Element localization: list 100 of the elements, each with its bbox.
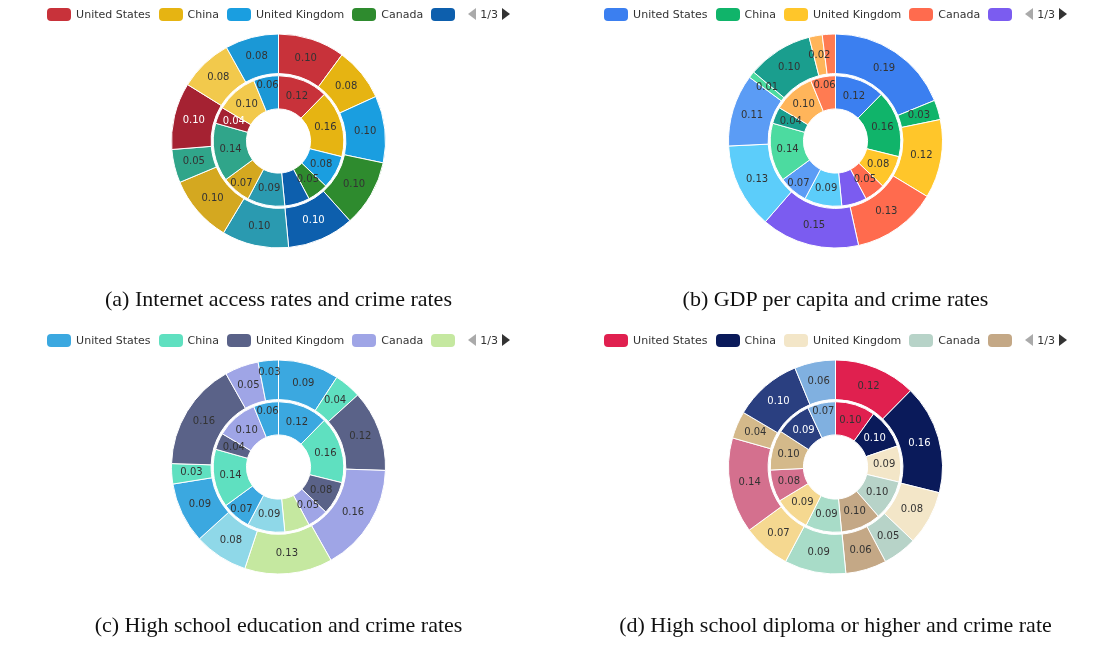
data-label: 0.10	[235, 97, 258, 109]
data-label: 0.05	[876, 530, 900, 542]
text: 1/3	[480, 333, 498, 347]
data-label: 0.12	[842, 89, 866, 101]
legend-label: China	[744, 333, 777, 347]
legend-label: China	[744, 7, 777, 21]
data-label: 0.12	[857, 379, 880, 391]
data-label: 0.13	[745, 172, 769, 184]
data-label: 0.09	[188, 498, 212, 510]
data-label: 0.10	[248, 219, 271, 231]
data-label: 0.08	[245, 50, 268, 62]
data-label: 0.10	[201, 191, 224, 203]
data-label: 0.09	[257, 182, 281, 194]
text: (c) High school education and crime rates	[93, 612, 464, 638]
text: (b) GDP per capita and crime rates	[681, 286, 990, 312]
data-label: 0.08	[310, 484, 333, 496]
data-label: 0.10	[778, 60, 801, 72]
legend-label: Canada	[381, 7, 424, 21]
text: 1/3	[1037, 7, 1055, 21]
data-label: 0.09	[815, 508, 838, 520]
data-label: 0.14	[776, 143, 799, 155]
data-label: 0.09	[257, 508, 281, 520]
data-label: 0.16	[192, 415, 216, 427]
data-label: 0.12	[285, 415, 309, 427]
legend-label: United Kingdom	[256, 333, 345, 347]
data-label: 0.06	[807, 375, 830, 387]
legend-label: China	[187, 7, 220, 21]
data-label: 0.06	[256, 78, 279, 90]
data-label: 0.10	[839, 414, 862, 426]
data-label: 0.14	[738, 476, 761, 488]
data-label: 0.06	[849, 544, 872, 556]
legend-label: United Kingdom	[256, 7, 345, 21]
data-label: 0.04	[222, 441, 245, 453]
data-label: 0.10	[792, 97, 815, 109]
data-label: 0.10	[302, 214, 325, 226]
data-label: 0.04	[323, 394, 347, 406]
data-label: 0.10	[767, 394, 790, 406]
data-label: 0.04	[222, 115, 245, 127]
data-label: 0.11	[740, 109, 764, 121]
data-label: 0.09	[292, 376, 315, 388]
data-label: 0.09	[792, 423, 815, 435]
legend-label: Canada	[381, 333, 424, 347]
data-label: 0.13	[275, 547, 299, 559]
data-label: 0.16	[871, 121, 894, 133]
data-label: 0.07	[787, 177, 810, 189]
data-label: 0.10	[777, 447, 800, 459]
data-label: 0.13	[875, 205, 898, 217]
data-label: 0.07	[767, 526, 790, 538]
data-label: 0.07	[812, 405, 835, 417]
data-label: 0.04	[744, 426, 767, 438]
legend-label: United States	[76, 333, 151, 347]
data-label: 0.19	[872, 62, 896, 74]
data-label: 0.09	[807, 546, 830, 558]
data-label: 0.08	[335, 79, 358, 91]
data-label: 0.14	[219, 143, 242, 155]
data-label: 0.08	[777, 474, 801, 486]
data-label: 0.10	[182, 114, 205, 126]
data-label: 0.09	[873, 458, 896, 470]
data-label: 0.12	[285, 89, 309, 101]
data-label: 0.15	[802, 219, 826, 231]
data-label: 0.12	[349, 430, 372, 442]
legend-label: Canada	[938, 333, 981, 347]
text: 1/3	[480, 7, 498, 21]
legend-label: Canada	[938, 7, 981, 21]
data-label: 0.08	[900, 502, 924, 514]
data-label: 0.09	[814, 182, 838, 194]
data-label: 0.04	[779, 115, 802, 127]
data-label: 0.06	[813, 78, 836, 90]
data-label: 0.03	[907, 109, 931, 121]
legend-label: United States	[633, 333, 708, 347]
data-label: 0.07	[230, 503, 253, 515]
data-label: 0.16	[908, 436, 931, 448]
data-label: 0.10	[863, 431, 886, 443]
data-label: 0.06	[256, 404, 279, 416]
data-label: 0.07	[230, 177, 253, 189]
data-label: 0.16	[314, 447, 337, 459]
data-label: 0.09	[791, 496, 814, 508]
data-label: 0.08	[867, 158, 890, 170]
data-label: 0.08	[219, 533, 243, 545]
data-label: 0.10	[866, 485, 889, 497]
legend-label: United States	[76, 7, 151, 21]
text: 1/3	[1037, 333, 1055, 347]
data-label: 0.16	[341, 505, 365, 517]
data-label: 0.08	[310, 158, 333, 170]
data-label: 0.16	[314, 121, 337, 133]
data-label: 0.10	[235, 423, 258, 435]
data-label: 0.03	[180, 466, 203, 478]
legend-label: China	[187, 333, 220, 347]
data-label: 0.05	[296, 499, 320, 511]
text: (a) Internet access rates and crime rates	[104, 286, 453, 312]
legend-label: United Kingdom	[813, 7, 902, 21]
data-label: 0.10	[354, 124, 377, 136]
data-label: 0.10	[294, 51, 317, 63]
data-label: 0.14	[219, 469, 242, 481]
legend-label: United Kingdom	[813, 333, 902, 347]
legend-label: United States	[633, 7, 708, 21]
data-label: 0.10	[342, 178, 366, 190]
data-label: 0.05	[182, 155, 205, 167]
data-label: 0.08	[207, 71, 230, 83]
text: (d) High school diploma or higher and crime rate	[618, 612, 1053, 638]
